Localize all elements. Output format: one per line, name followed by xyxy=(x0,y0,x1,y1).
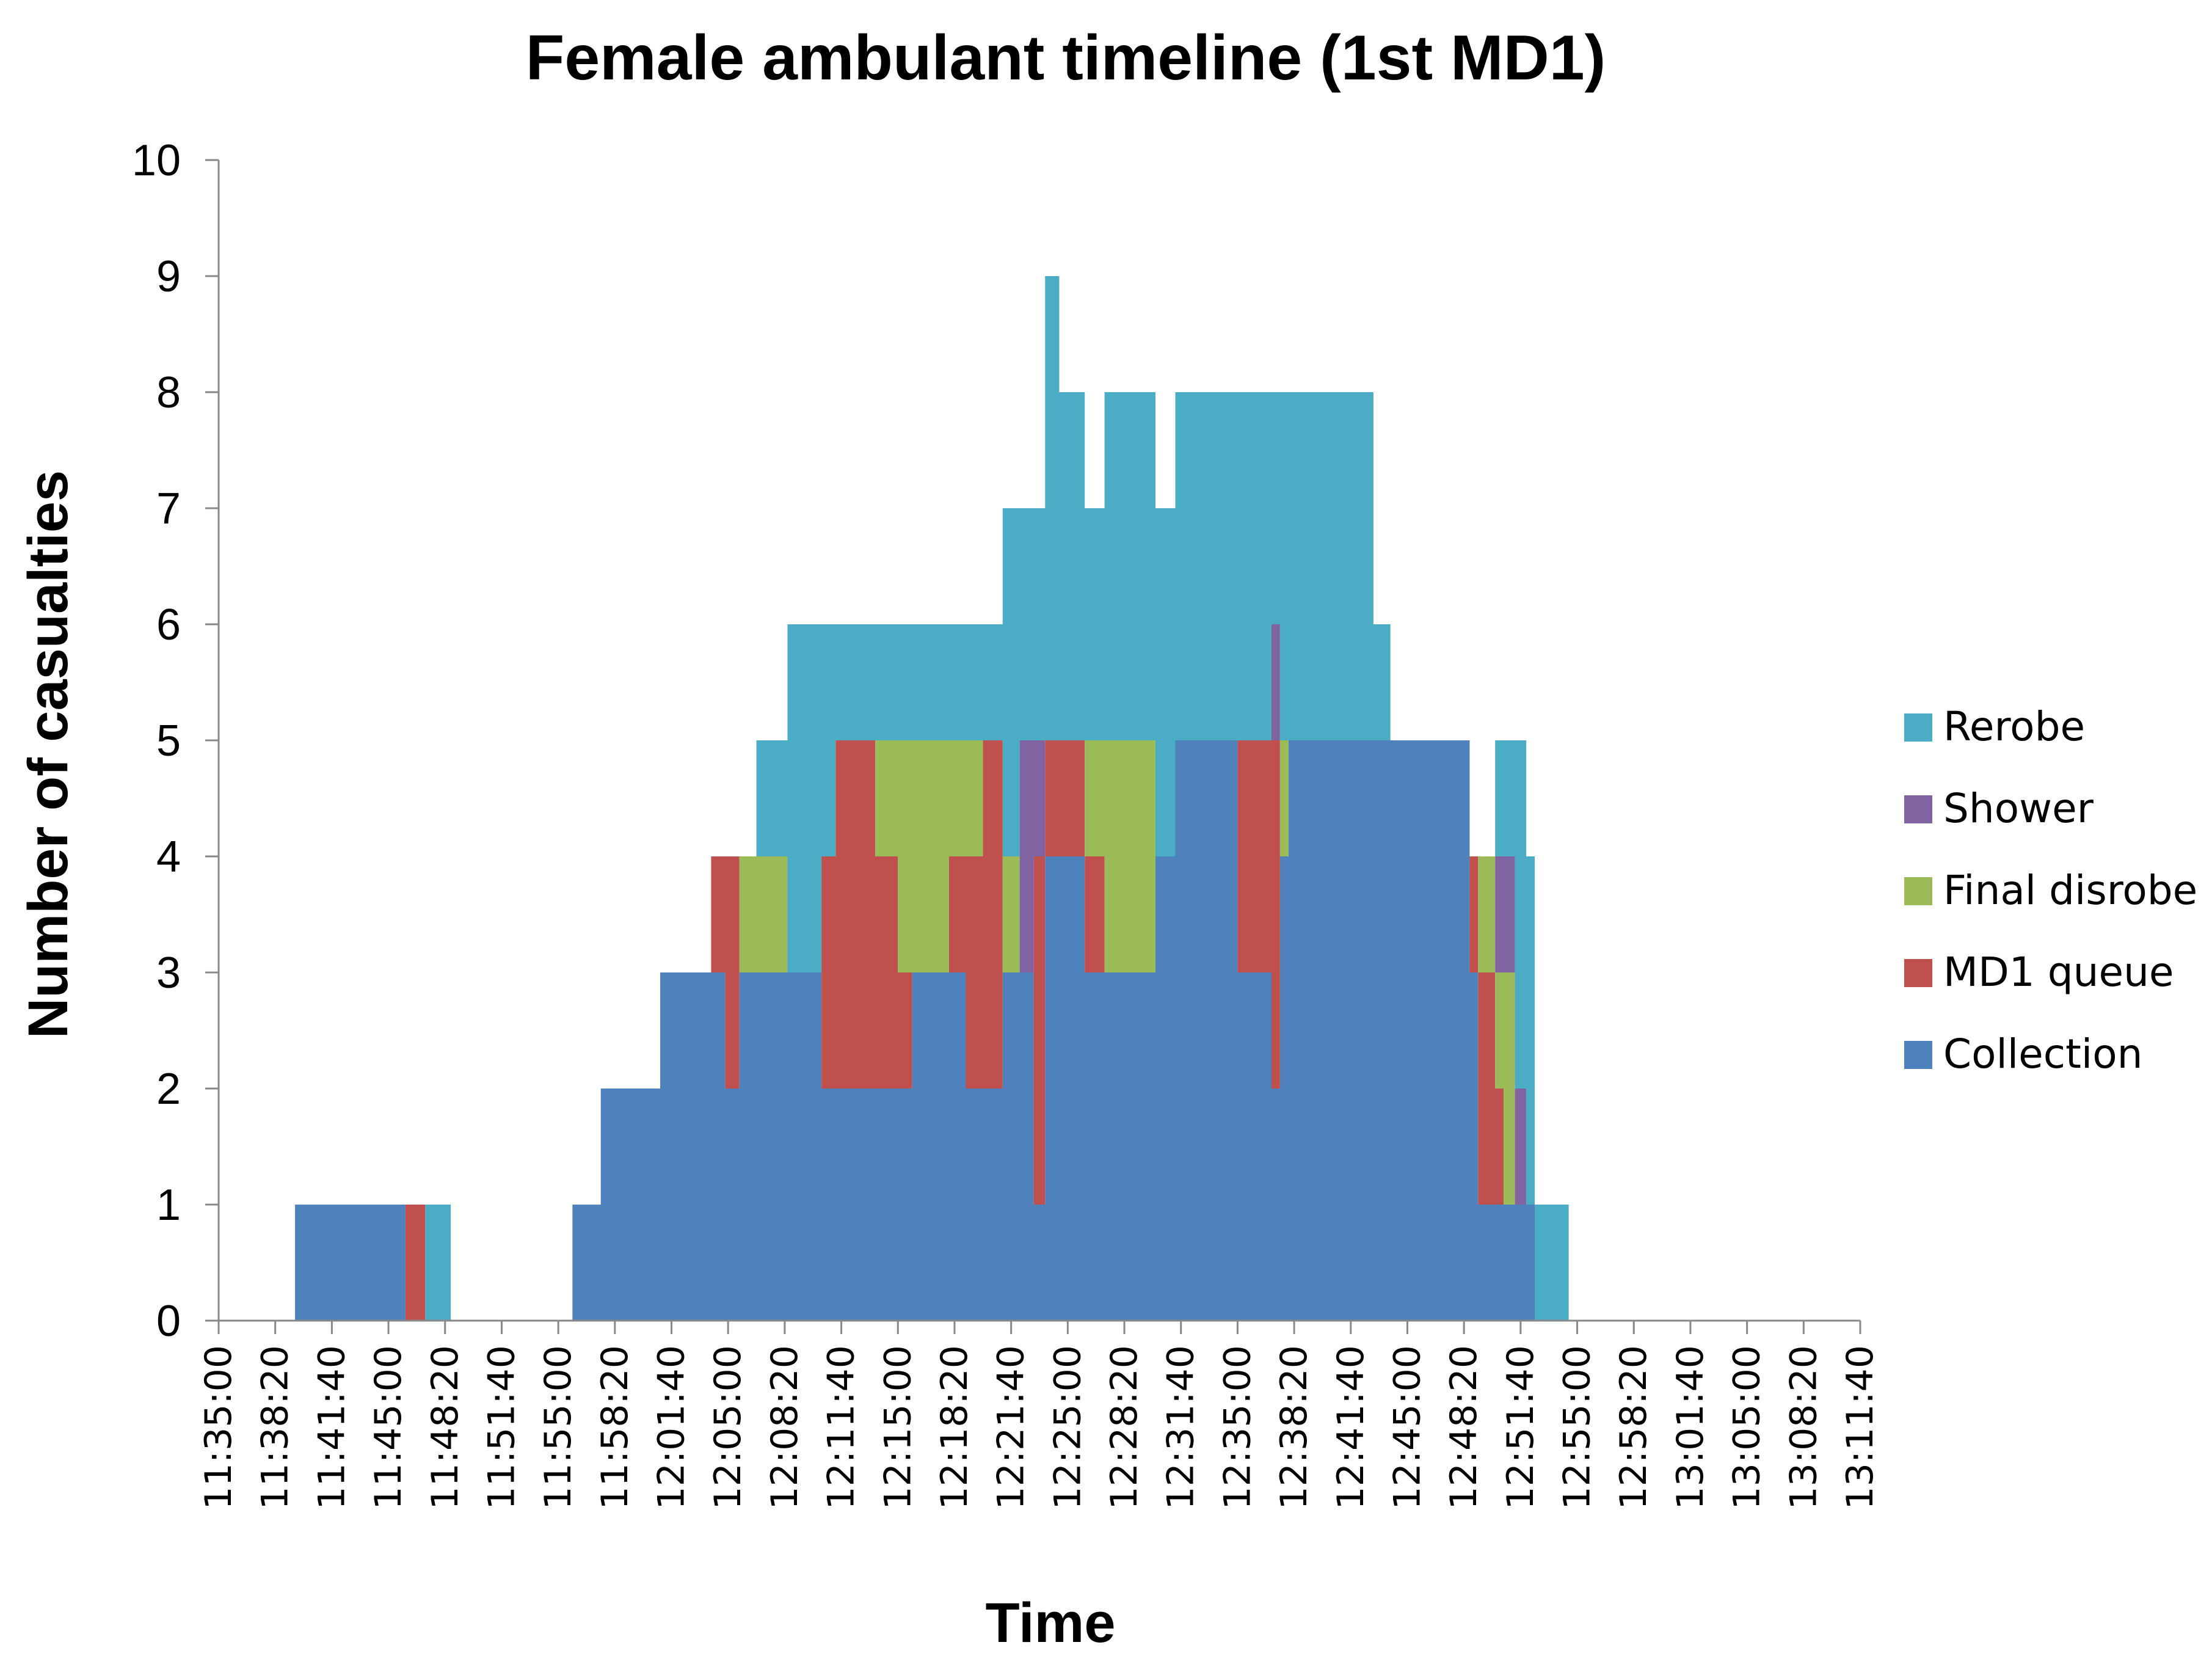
legend-swatch-shower xyxy=(1904,795,1932,823)
x-tick-label: 11:41:40 xyxy=(310,1345,353,1509)
chart-title: Female ambulant timeline (1st MD1) xyxy=(526,23,1606,93)
x-ticks: 11:35:00 11:38:20 11:41:40 11:45:00 11:48:20… xyxy=(197,1321,1882,1509)
x-tick-label: 12:01:40 xyxy=(650,1345,693,1509)
x-tick-label: 12:58:20 xyxy=(1612,1345,1655,1509)
x-tick-label: 12:31:40 xyxy=(1160,1345,1202,1509)
y-tick-label: 8 xyxy=(156,368,181,417)
x-tick-label: 12:18:20 xyxy=(933,1345,976,1509)
legend-swatch-rerobe xyxy=(1904,713,1932,742)
legend-swatch-final-disrobe xyxy=(1904,877,1932,905)
legend-label-rerobe: Rerobe xyxy=(1943,703,2085,750)
y-ticks: 0 1 2 3 4 5 6 7 8 9 10 xyxy=(132,136,219,1346)
y-tick-label: 5 xyxy=(156,717,181,765)
legend-label-md1-queue: MD1 queue xyxy=(1943,949,2174,996)
x-tick-label: 11:48:20 xyxy=(424,1345,467,1509)
x-tick-label: 13:08:20 xyxy=(1782,1345,1825,1509)
y-tick-label: 3 xyxy=(156,949,181,998)
x-tick-label: 11:38:20 xyxy=(254,1345,297,1509)
legend-label-shower: Shower xyxy=(1943,785,2094,832)
y-tick-label: 1 xyxy=(156,1181,181,1230)
x-tick-label: 13:01:40 xyxy=(1669,1345,1712,1509)
legend-label-final-disrobe: Final disrobe xyxy=(1943,867,2197,914)
legend-label-collection: Collection xyxy=(1943,1030,2142,1078)
legend: Rerobe Shower Final disrobe MD1 queue Collec… xyxy=(1904,703,2197,1078)
y-axis-title: Number of casualties xyxy=(17,470,79,1039)
x-tick-label: 12:05:00 xyxy=(707,1345,749,1509)
x-tick-label: 12:28:20 xyxy=(1103,1345,1146,1509)
x-tick-label: 12:41:40 xyxy=(1330,1345,1372,1509)
legend-swatch-collection xyxy=(1904,1041,1932,1069)
x-tick-label: 12:51:40 xyxy=(1499,1345,1542,1509)
x-tick-label: 11:45:00 xyxy=(367,1345,410,1509)
y-tick-label: 2 xyxy=(156,1065,181,1114)
x-tick-label: 12:21:40 xyxy=(990,1345,1033,1509)
x-tick-label: 12:08:20 xyxy=(763,1345,806,1509)
x-axis-title: Time xyxy=(985,1592,1115,1654)
x-tick-label: 12:25:00 xyxy=(1046,1345,1089,1509)
y-tick-label: 9 xyxy=(156,252,181,301)
x-tick-label: 12:35:00 xyxy=(1216,1345,1259,1509)
legend-swatch-md1-queue xyxy=(1904,959,1932,987)
x-tick-label: 13:05:00 xyxy=(1726,1345,1769,1509)
x-tick-label: 12:48:20 xyxy=(1443,1345,1485,1509)
x-tick-label: 13:11:40 xyxy=(1839,1345,1882,1509)
series-area-shower xyxy=(219,624,1860,1321)
x-tick-label: 12:11:40 xyxy=(820,1345,863,1509)
y-tick-label: 0 xyxy=(156,1297,181,1346)
y-tick-label: 10 xyxy=(132,136,181,185)
x-tick-label: 12:55:00 xyxy=(1556,1345,1599,1509)
series-area-md1-queue xyxy=(219,740,1860,1321)
x-tick-label: 11:35:00 xyxy=(197,1345,240,1509)
y-tick-label: 4 xyxy=(156,833,181,881)
x-tick-label: 12:38:20 xyxy=(1273,1345,1315,1509)
x-tick-label: 11:51:40 xyxy=(480,1345,523,1509)
x-tick-label: 11:58:20 xyxy=(594,1345,636,1509)
series-area-collection xyxy=(219,740,1860,1321)
x-tick-label: 12:15:00 xyxy=(876,1345,919,1509)
x-tick-label: 12:45:00 xyxy=(1386,1345,1428,1509)
x-tick-label: 11:55:00 xyxy=(537,1345,580,1509)
y-tick-label: 7 xyxy=(156,484,181,533)
y-tick-label: 6 xyxy=(156,600,181,649)
plot-area xyxy=(219,276,1860,1321)
